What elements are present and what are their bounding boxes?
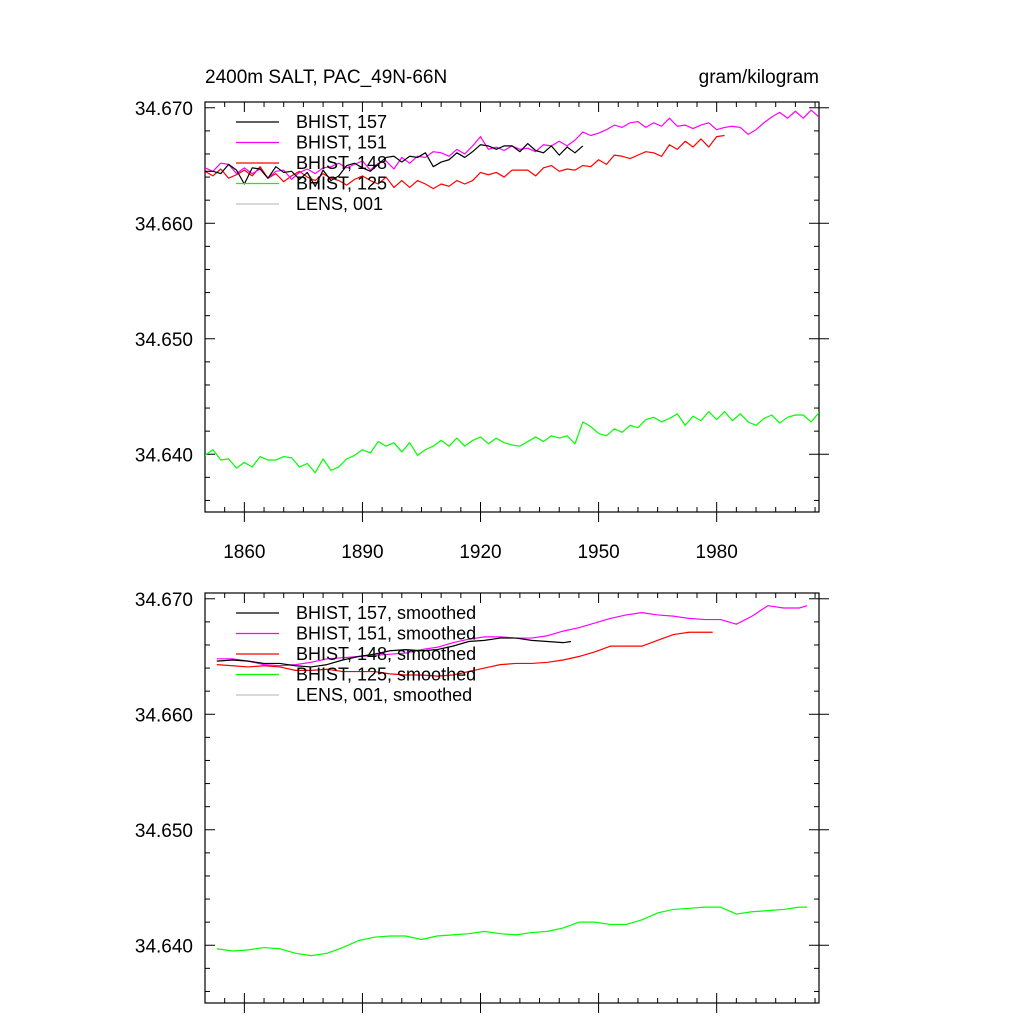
y-tick-label: 34.660 xyxy=(135,705,193,726)
legend-label: LENS, 001, smoothed xyxy=(296,685,472,705)
series-line xyxy=(216,906,808,957)
series-line xyxy=(205,142,584,187)
y-tick-label: 34.660 xyxy=(135,214,193,235)
legend-label: BHIST, 157 xyxy=(296,112,387,132)
legend-label: LENS, 001 xyxy=(296,194,383,214)
top-panel: 34.640 34.650 34.660 34.670 1860 1890 1920 1950… xyxy=(135,67,829,563)
series-line xyxy=(205,410,819,474)
plot-frame xyxy=(204,592,820,1004)
series-line xyxy=(216,631,713,677)
legend-label: BHIST, 157, smoothed xyxy=(296,603,476,623)
y-tick-label: 34.650 xyxy=(135,821,193,842)
x-tick-label: 1860 xyxy=(223,542,265,563)
legend-label: BHIST, 151, smoothed xyxy=(296,624,476,644)
legend-label: BHIST, 148, smoothed xyxy=(296,644,476,664)
legend-label: BHIST, 148 xyxy=(296,153,387,173)
legend-label: BHIST, 125, smoothed xyxy=(296,665,476,685)
series-group xyxy=(216,605,808,957)
bottom-panel: 34.640 34.650 34.660 34.670 BHIST, 157, smoo… xyxy=(135,590,829,1013)
series-line xyxy=(216,637,572,668)
x-tick-label: 1980 xyxy=(696,542,738,563)
x-tick-label: 1920 xyxy=(459,542,501,563)
chart-title: 2400m SALT, PAC_49N-66N xyxy=(205,67,447,88)
legend-label: BHIST, 151 xyxy=(296,133,387,153)
x-tick-label: 1950 xyxy=(577,542,619,563)
plot-frame xyxy=(204,101,820,513)
x-tick-label: 1890 xyxy=(341,542,383,563)
legend-label: BHIST, 125 xyxy=(296,174,387,194)
y-tick-label: 34.670 xyxy=(135,99,193,120)
y-tick-label: 34.640 xyxy=(135,445,193,466)
y-tick-label: 34.650 xyxy=(135,330,193,351)
series-line xyxy=(205,134,725,190)
series-group xyxy=(205,109,819,474)
y-tick-label: 34.640 xyxy=(135,936,193,957)
y-tick-label: 34.670 xyxy=(135,590,193,611)
units-label: gram/kilogram xyxy=(699,67,819,88)
